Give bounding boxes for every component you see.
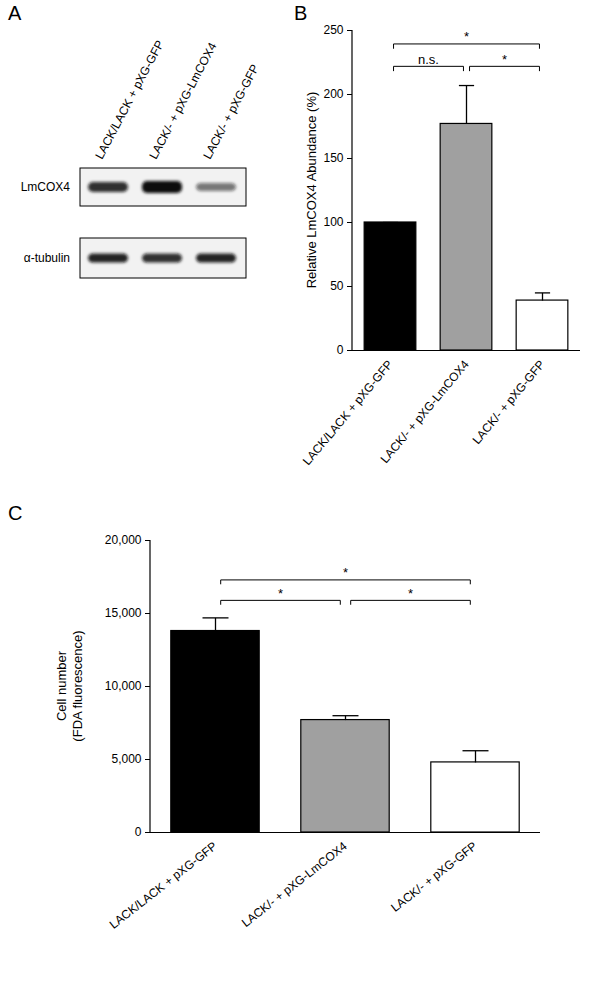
svg-text:*: *	[502, 51, 507, 66]
svg-text:LACK/LACK + pXG-GFP: LACK/LACK + pXG-GFP	[92, 37, 167, 162]
svg-text:*: *	[343, 565, 348, 580]
svg-text:LACK/- + pXG-LmCOX4: LACK/- + pXG-LmCOX4	[378, 357, 472, 466]
svg-text:LACK/- + pXG-GFP: LACK/- + pXG-GFP	[470, 357, 548, 446]
svg-text:0: 0	[337, 343, 344, 357]
html-text:B: B	[294, 2, 308, 24]
svg-text:LACK/LACK + pXG-GFP: LACK/LACK + pXG-GFP	[299, 357, 396, 468]
svg-text:0: 0	[135, 825, 142, 839]
svg-text:LmCOX4: LmCOX4	[21, 180, 71, 194]
svg-text:n.s.: n.s.	[418, 51, 439, 66]
svg-text:LACK/- + pXG-LmCOX4: LACK/- + pXG-LmCOX4	[146, 40, 220, 162]
html-text:A: A	[8, 2, 22, 24]
svg-text:*: *	[408, 586, 413, 601]
svg-text:LACK/- + pXG-GFP: LACK/- + pXG-GFP	[388, 839, 479, 915]
svg-text:*: *	[464, 29, 469, 44]
svg-text:LACK/- + pXG-GFP: LACK/- + pXG-GFP	[200, 62, 262, 161]
svg-text:200: 200	[323, 87, 343, 101]
svg-text:150: 150	[323, 151, 343, 165]
svg-text:*: *	[278, 586, 283, 601]
svg-text:α-tubulin: α-tubulin	[24, 251, 70, 265]
svg-text:10,000: 10,000	[105, 679, 142, 693]
html-text:Relative LmCOX4 Abundance (%): Relative LmCOX4 Abundance (%)	[303, 91, 319, 289]
svg-text:50: 50	[330, 279, 344, 293]
svg-text:LACK/- + pXG-LmCOX4: LACK/- + pXG-LmCOX4	[239, 839, 350, 930]
svg-text:15,000: 15,000	[105, 606, 142, 620]
svg-text:20,000: 20,000	[105, 533, 142, 547]
svg-text:100: 100	[323, 215, 343, 229]
svg-text:5,000: 5,000	[111, 752, 141, 766]
svg-text:LACK/LACK + pXG-GFP: LACK/LACK + pXG-GFP	[107, 839, 220, 932]
html-text:Cell number (FDA fluorescence): Cell number (FDA fluorescence)	[53, 630, 85, 742]
svg-text:250: 250	[323, 23, 343, 37]
html-text:C: C	[8, 502, 23, 524]
